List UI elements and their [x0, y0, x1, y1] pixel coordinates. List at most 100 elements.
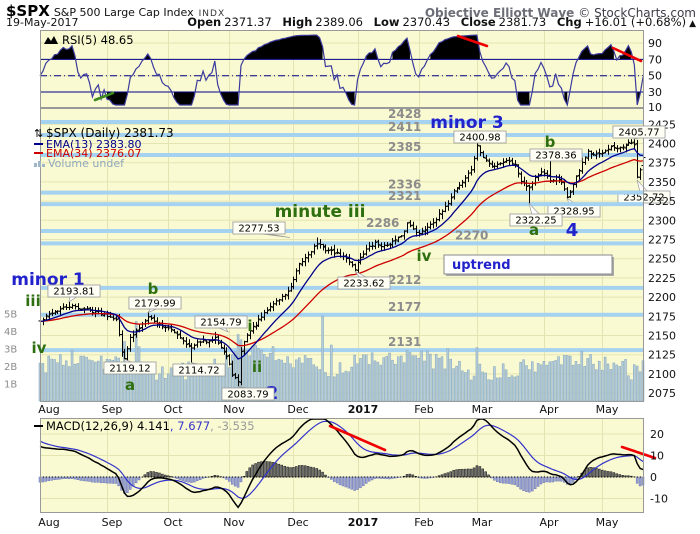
- uptrend-label: uptrend: [452, 258, 511, 273]
- level-label: 2428: [388, 107, 421, 121]
- callout-value: 2233.62: [343, 279, 384, 290]
- high-label: High: [282, 15, 312, 29]
- callout-value: 2378.36: [535, 151, 576, 162]
- rsi-axis-tick: 30: [648, 86, 662, 99]
- month-label-top: Apr: [539, 403, 559, 416]
- macd-axis-tick: 20: [650, 428, 664, 441]
- volume-icon: [42, 164, 45, 167]
- rsi-legend: RSI(5) 48.65: [62, 33, 134, 47]
- month-label-top: Feb: [414, 403, 433, 416]
- month-label-bottom: Mar: [472, 516, 493, 529]
- month-label-top: May: [596, 403, 619, 416]
- wave-label: i: [247, 317, 252, 335]
- price-callout: 2114.72: [173, 363, 225, 377]
- level-label: 2177: [388, 300, 421, 314]
- month-label-bottom: Oct: [163, 516, 183, 529]
- price-callout: 2400.98: [454, 131, 506, 144]
- price-axis-tick: 2100: [648, 368, 676, 381]
- callout-value: 2405.77: [618, 128, 659, 139]
- callout-value: 2154.79: [200, 318, 241, 329]
- month-label-bottom: 2017: [348, 516, 379, 529]
- level-label: 2321: [388, 189, 421, 203]
- month-label-bottom: May: [596, 516, 619, 529]
- open-label: Open: [187, 15, 221, 29]
- price-axis-tick: 2125: [648, 349, 676, 362]
- wave-label: a: [125, 376, 135, 394]
- price-axis-tick: 2200: [648, 291, 676, 304]
- volume-axis-tick: 2B: [4, 362, 17, 373]
- month-label-bottom: Sep: [102, 516, 123, 529]
- price-axis-tick: 2400: [648, 138, 676, 151]
- rsi-axis-tick: 70: [648, 53, 662, 66]
- wave-label: iii: [25, 292, 40, 310]
- month-label-top: Sep: [102, 403, 123, 416]
- chg-label: Chg: [557, 15, 582, 29]
- macd-hist-value: , -3.535: [210, 419, 254, 433]
- volume-icon: [38, 161, 41, 167]
- price-axis-tick: 2225: [648, 272, 676, 285]
- callout-value: 2119.12: [109, 364, 150, 375]
- month-label-top: Nov: [223, 403, 245, 416]
- volume-axis-tick: 1B: [4, 380, 17, 391]
- callout-value: 2179.99: [134, 299, 175, 310]
- level-label: 2286: [366, 216, 399, 230]
- wave-label: b: [545, 133, 556, 151]
- close-label: Close: [461, 15, 496, 29]
- level-label: 2131: [388, 335, 421, 349]
- price-axis-tick: 2150: [648, 330, 676, 343]
- callout-value: 2322.25: [515, 216, 556, 227]
- price-axis-tick: 2300: [648, 214, 676, 227]
- price-axis-tick: 2375: [648, 157, 676, 170]
- wave-label: iv: [417, 247, 432, 265]
- price-callout: 2405.77: [613, 126, 665, 139]
- macd-axis-tick: 10: [650, 450, 664, 463]
- price-axis-tick: 2250: [648, 253, 676, 266]
- wave-label: ii: [252, 358, 262, 376]
- price-axis-tick: 2275: [648, 234, 676, 247]
- close-value: 2381.73: [499, 15, 547, 29]
- macd-legend: MACD(12,26,9) 4.141, 7.677, -3.535: [46, 419, 255, 433]
- callout-value: 2193.81: [53, 287, 94, 298]
- high-value: 2389.06: [315, 15, 363, 29]
- price-axis-tick: 2350: [648, 176, 676, 189]
- month-label-top: Oct: [163, 403, 183, 416]
- callout-value: 2277.53: [238, 224, 279, 235]
- level-label: 2411: [388, 120, 421, 134]
- price-style-icon: ⇅: [34, 127, 43, 140]
- month-label-top: Mar: [472, 403, 493, 416]
- volume-axis-tick: 4B: [4, 327, 17, 338]
- month-label-bottom: Feb: [414, 516, 433, 529]
- callout-value: 2114.72: [178, 366, 219, 377]
- price-callout: 2378.36: [530, 149, 582, 162]
- level-label: 2270: [455, 228, 488, 242]
- macd-axis-tick: 0: [650, 471, 657, 484]
- month-label-top: Dec: [287, 403, 308, 416]
- price-axis-tick: 2325: [648, 195, 676, 208]
- chart-date: 19-May-2017: [6, 16, 78, 29]
- uptrend-annotation: uptrend: [444, 255, 614, 276]
- month-label-bottom: Dec: [287, 516, 308, 529]
- macd-legend-value: MACD(12,26,9) 4.141: [46, 419, 170, 433]
- price-axis-tick: 2075: [648, 387, 676, 400]
- level-label: 2385: [388, 140, 421, 154]
- volume-legend: Volume undef: [48, 157, 125, 170]
- wave-label: b: [148, 280, 159, 298]
- low-label: Low: [374, 15, 400, 29]
- rsi-axis-tick: 50: [648, 70, 662, 83]
- macd-axis-tick: -10: [650, 493, 668, 506]
- month-label-bottom: Apr: [539, 516, 559, 529]
- wave-label: minute iii: [275, 202, 366, 222]
- callout-value: 2400.98: [459, 133, 500, 144]
- wave-label: iv: [32, 339, 47, 357]
- month-label-top: 2017: [348, 403, 379, 416]
- price-axis-tick: 2175: [648, 310, 676, 323]
- wave-label: 4: [566, 220, 579, 241]
- month-label-bottom: Nov: [223, 516, 245, 529]
- volume-icon: [34, 163, 37, 167]
- open-value: 2371.37: [224, 15, 272, 29]
- chg-value: +16.01 (+0.68%): [585, 15, 686, 29]
- month-label-bottom: Aug: [38, 516, 59, 529]
